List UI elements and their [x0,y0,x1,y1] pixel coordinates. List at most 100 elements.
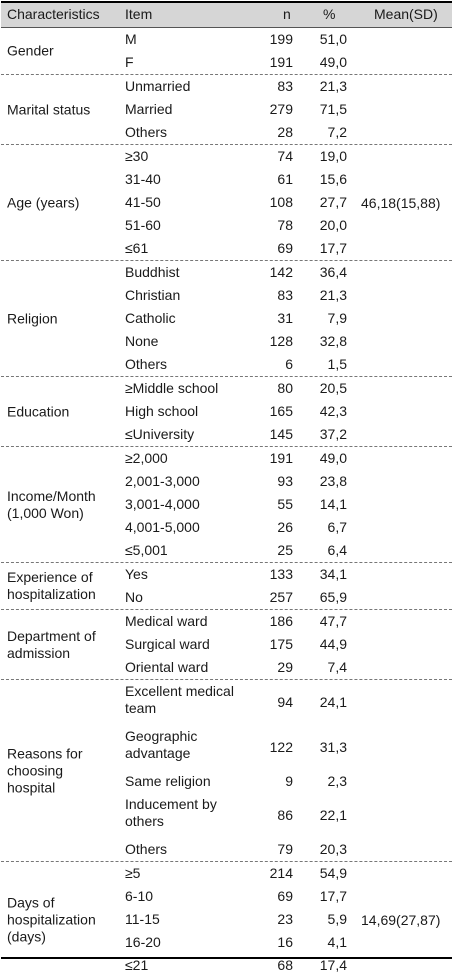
row-item: ≥Middle school [125,380,219,396]
table-row: Geographic advantage 122 31,3 [1,725,452,770]
table-row: Others 6 1,5 [1,353,452,376]
row-item: Married [125,101,173,117]
table-row: Others 79 20,3 [1,838,452,861]
row-n: 93 [277,473,293,489]
row-n: 175 [269,636,293,652]
row-item: 31-40 [125,171,161,187]
row-n: 23 [277,911,293,927]
row-n: 61 [277,171,293,187]
table-row: Oriental ward 29 7,4 [1,656,452,679]
row-item: No [125,589,143,605]
row-n: 199 [269,31,293,47]
group-characteristic: Department of admission [7,627,96,661]
row-n: 31 [277,310,293,326]
row-percent: 37,2 [319,426,347,442]
row-n: 26 [277,519,293,535]
table-group: Department of admission Medical ward 186 47… [1,610,452,680]
row-percent: 1,5 [327,356,347,372]
row-item: Others [125,841,168,857]
row-percent: 20,0 [319,217,347,233]
table-row: Others 28 7,2 [1,121,452,144]
table-row: 11-15 23 5,9 [1,908,452,931]
table-group: Marital status Unmarried 83 21,3 Married 279 7… [1,75,452,145]
row-n: 68 [277,957,293,973]
row-percent: 71,5 [319,101,347,117]
table-row: 3,001-4,000 55 14,1 [1,493,452,516]
row-percent: 15,6 [319,171,347,187]
row-percent: 17,4 [319,957,347,973]
row-n: 69 [277,240,293,256]
row-percent: 5,9 [327,911,347,927]
row-percent: 2,3 [327,773,347,789]
row-n: 122 [269,739,293,755]
table-group: Income/Month (1,000 Won) ≥2,000 191 49,0 2,0… [1,447,452,563]
row-percent: 14,1 [319,496,347,512]
row-item: None [125,333,159,349]
group-characteristic: Marital status [7,101,91,117]
row-item: Others [125,356,168,372]
group-characteristic: Age (years) [7,194,80,210]
row-n: 133 [269,566,293,582]
row-percent: 42,3 [319,403,347,419]
row-n: 108 [269,194,293,210]
table-row: Surgical ward 175 44,9 [1,633,452,656]
row-n: 191 [269,450,293,466]
table-row: M 199 51,0 [1,28,452,51]
group-characteristic: Experience of hospitalization [7,569,96,602]
table-row: ≥5 214 54,9 [1,862,452,885]
row-item: Unmarried [125,78,191,94]
table-row: Buddhist 142 36,4 [1,261,452,284]
row-item: ≥2,000 [125,450,168,466]
table-row: 4,001-5,000 26 6,7 [1,516,452,539]
group-characteristic: Days of hospitalization (days) [7,894,96,944]
row-item: 51-60 [125,217,161,233]
row-percent: 32,8 [319,333,347,349]
header-mean-sd: Mean(SD) [374,6,438,22]
table-group: Reasons for choosing hospital Excellent m… [1,680,452,862]
row-percent: 34,1 [319,566,347,582]
row-percent: 7,9 [327,310,347,326]
table-header: Characteristics Item n % Mean(SD) [1,3,452,28]
row-item: F [125,54,134,70]
row-item: 16-20 [125,934,161,950]
table-row: Same religion 9 2,3 [1,770,452,793]
row-percent: 7,2 [327,124,347,140]
table-row: Catholic 31 7,9 [1,307,452,330]
row-item: Buddhist [125,264,180,280]
row-percent: 27,7 [319,194,347,210]
row-n: 9 [285,773,293,789]
row-item: 6-10 [125,888,154,904]
row-item: ≤61 [125,240,149,256]
table-group: Gender M 199 51,0 F 191 49,0 [1,28,452,75]
row-n: 16 [277,934,293,950]
table-row: Excellent medical team 94 24,1 [1,680,452,725]
row-item: Medical ward [125,613,208,629]
row-percent: 49,0 [319,54,347,70]
table-group: Religion Buddhist 142 36,4 Christian 83 21,3 Ca… [1,261,452,377]
table-row: ≤61 69 17,7 [1,237,452,260]
row-item: ≥5 [125,865,141,881]
row-n: 28 [277,124,293,140]
row-item: Catholic [125,310,176,326]
table-row: ≥2,000 191 49,0 [1,447,452,470]
row-percent: 51,0 [319,31,347,47]
table-row: 16-20 16 4,1 [1,931,452,954]
table-row: Christian 83 21,3 [1,284,452,307]
row-percent: 54,9 [319,865,347,881]
row-n: 78 [277,217,293,233]
row-n: 145 [269,426,293,442]
row-percent: 19,0 [319,148,347,164]
row-n: 29 [277,659,293,675]
row-item: 2,001-3,000 [125,473,200,489]
row-percent: 21,3 [319,78,347,94]
row-n: 83 [277,78,293,94]
row-percent: 17,7 [319,888,347,904]
row-percent: 20,3 [319,841,347,857]
row-n: 79 [277,841,293,857]
group-characteristic: Income/Month (1,000 Won) [7,487,96,521]
table-row: ≥Middle school 80 20,5 [1,377,452,400]
row-n: 86 [277,807,293,823]
row-percent: 6,4 [327,542,347,558]
row-n: 279 [269,101,293,117]
